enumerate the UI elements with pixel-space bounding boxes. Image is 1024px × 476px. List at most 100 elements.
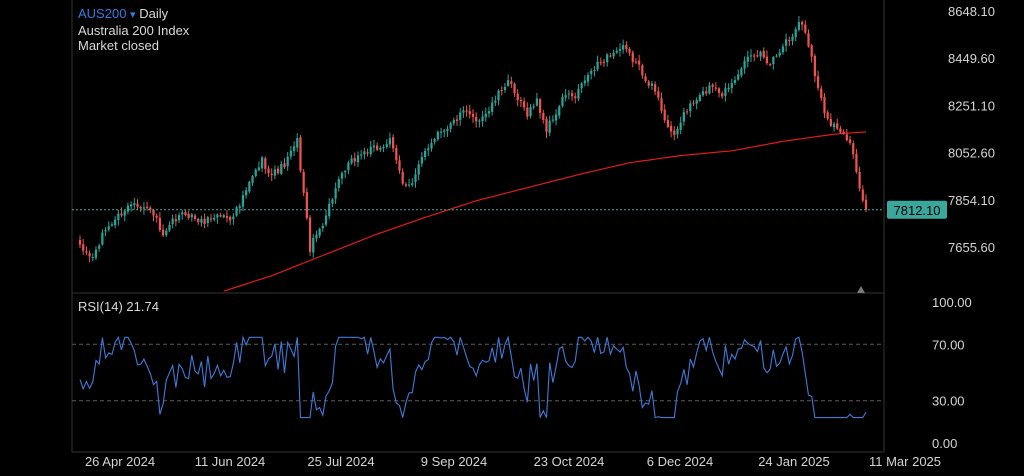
candle[interactable]	[577, 84, 580, 102]
candle[interactable]	[248, 180, 251, 194]
candle[interactable]	[388, 132, 392, 148]
candle[interactable]	[593, 66, 596, 77]
candle[interactable]	[273, 165, 277, 180]
candle[interactable]	[209, 214, 213, 223]
candle[interactable]	[481, 110, 484, 127]
candle[interactable]	[807, 29, 810, 48]
candle[interactable]	[91, 253, 94, 262]
candle[interactable]	[155, 213, 158, 223]
candle[interactable]	[462, 106, 465, 118]
candle[interactable]	[545, 116, 548, 138]
candle[interactable]	[270, 168, 273, 181]
candle[interactable]	[529, 103, 532, 119]
candle[interactable]	[347, 160, 350, 175]
candle[interactable]	[104, 227, 107, 237]
candle[interactable]	[826, 110, 829, 121]
candle[interactable]	[197, 217, 200, 225]
candle[interactable]	[276, 165, 280, 175]
candle[interactable]	[283, 158, 286, 169]
candle[interactable]	[222, 213, 225, 219]
candle[interactable]	[280, 160, 283, 176]
candle[interactable]	[363, 147, 366, 160]
candle[interactable]	[267, 165, 270, 178]
candle[interactable]	[507, 74, 510, 87]
symbol-name[interactable]: AUS200	[78, 6, 127, 21]
candle[interactable]	[772, 55, 775, 70]
candle[interactable]	[407, 178, 411, 188]
candle[interactable]	[861, 185, 864, 203]
candle[interactable]	[264, 156, 267, 175]
candle[interactable]	[130, 201, 133, 212]
candle[interactable]	[452, 117, 455, 126]
candle[interactable]	[142, 202, 146, 215]
candle[interactable]	[628, 47, 631, 56]
candle[interactable]	[535, 92, 539, 107]
candle[interactable]	[519, 96, 523, 107]
candle[interactable]	[564, 89, 567, 102]
candle[interactable]	[778, 48, 781, 58]
candle[interactable]	[177, 212, 181, 223]
candle[interactable]	[190, 213, 193, 222]
candle[interactable]	[382, 144, 385, 153]
candle[interactable]	[289, 145, 292, 160]
candle[interactable]	[439, 127, 443, 138]
candle[interactable]	[631, 50, 634, 68]
candle[interactable]	[765, 50, 769, 66]
candle[interactable]	[88, 250, 91, 263]
candle[interactable]	[471, 109, 475, 123]
candle[interactable]	[468, 104, 471, 119]
candle[interactable]	[839, 125, 842, 134]
candle[interactable]	[187, 210, 190, 220]
candle[interactable]	[634, 58, 638, 65]
candle[interactable]	[414, 168, 417, 188]
candle[interactable]	[225, 210, 229, 223]
candle[interactable]	[241, 190, 245, 212]
candle[interactable]	[158, 211, 161, 233]
candle[interactable]	[570, 89, 574, 101]
candle[interactable]	[152, 208, 155, 222]
candle[interactable]	[165, 228, 168, 238]
candle[interactable]	[136, 199, 139, 210]
candle[interactable]	[305, 187, 308, 220]
candle[interactable]	[385, 139, 388, 149]
candle[interactable]	[98, 243, 101, 252]
candle[interactable]	[235, 205, 238, 217]
candle[interactable]	[721, 91, 724, 99]
candle[interactable]	[743, 56, 746, 74]
candle[interactable]	[168, 221, 171, 232]
candle[interactable]	[717, 87, 721, 98]
candle[interactable]	[855, 149, 858, 174]
candle[interactable]	[561, 93, 564, 108]
candle[interactable]	[781, 43, 785, 55]
candle[interactable]	[558, 104, 561, 119]
candle[interactable]	[376, 142, 379, 152]
candle[interactable]	[842, 129, 845, 135]
candle[interactable]	[724, 83, 727, 102]
candle[interactable]	[120, 207, 123, 218]
candle[interactable]	[858, 166, 861, 192]
candle[interactable]	[110, 221, 114, 227]
candle[interactable]	[756, 49, 759, 58]
candle[interactable]	[749, 49, 753, 62]
candle[interactable]	[599, 57, 602, 66]
candle[interactable]	[586, 72, 590, 87]
candle[interactable]	[245, 187, 248, 199]
candle[interactable]	[356, 151, 360, 167]
candle[interactable]	[455, 114, 459, 126]
candle[interactable]	[538, 97, 542, 119]
candle[interactable]	[398, 155, 401, 174]
candle[interactable]	[510, 76, 513, 89]
candle[interactable]	[331, 198, 334, 208]
candle[interactable]	[353, 152, 356, 167]
candle[interactable]	[638, 54, 641, 71]
candle[interactable]	[513, 82, 516, 97]
candle[interactable]	[296, 133, 299, 152]
candle[interactable]	[606, 53, 609, 67]
candle[interactable]	[478, 118, 481, 128]
candle[interactable]	[251, 175, 254, 186]
candle[interactable]	[574, 92, 577, 104]
candle[interactable]	[698, 92, 701, 102]
candle[interactable]	[337, 176, 340, 192]
candle[interactable]	[145, 201, 149, 211]
candle[interactable]	[532, 103, 535, 110]
